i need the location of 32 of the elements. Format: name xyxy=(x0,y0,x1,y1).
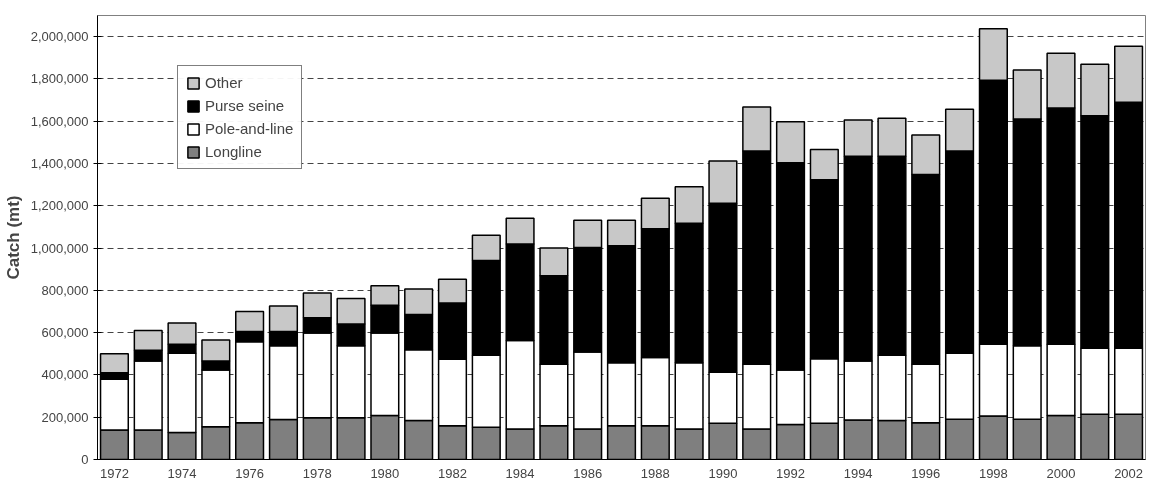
x-tick-label: 1984 xyxy=(505,465,535,481)
x-tick-label: 1980 xyxy=(370,465,400,481)
y-tick-label: 1,800,000 xyxy=(30,71,89,87)
x-tick-label: 2002 xyxy=(1114,465,1144,481)
y-tick-label: 1,200,000 xyxy=(30,198,89,214)
y-tick-label: 400,000 xyxy=(41,367,89,383)
x-tick-label: 1996 xyxy=(911,465,941,481)
x-tick-label: 1978 xyxy=(302,465,332,481)
y-tick-label: 200,000 xyxy=(41,409,89,425)
x-tick-label: 1974 xyxy=(167,465,197,481)
x-tick-label: 1972 xyxy=(99,465,129,481)
x-tick-label: 1990 xyxy=(708,465,738,481)
legend-label: Pole-and-line xyxy=(205,120,294,137)
y-tick-label: 1,600,000 xyxy=(30,113,89,129)
y-tick-label: 1,400,000 xyxy=(30,156,89,171)
x-tick-label: 1992 xyxy=(776,465,805,481)
y-tick-label: 0 xyxy=(81,452,89,467)
y-tick-label: 600,000 xyxy=(41,325,89,341)
legend-label: Purse seine xyxy=(205,97,285,114)
x-tick-label: 1994 xyxy=(843,465,873,481)
y-tick-label: 1,000,000 xyxy=(30,240,89,256)
y-tick-label: 800,000 xyxy=(41,282,89,298)
legend-label: Longline xyxy=(205,143,262,160)
x-tick-label: 1976 xyxy=(235,465,265,481)
y-tick-label: 2,000,000 xyxy=(30,29,89,45)
x-tick-label: 1998 xyxy=(978,465,1008,481)
x-tick-label: 1986 xyxy=(573,465,603,481)
legend-label: Other xyxy=(205,74,243,91)
y-axis-title: Catch (mt) xyxy=(3,195,23,280)
x-tick-label: 1988 xyxy=(640,465,670,481)
x-tick-label: 2000 xyxy=(1046,465,1076,481)
x-tick-label: 1982 xyxy=(438,465,467,481)
